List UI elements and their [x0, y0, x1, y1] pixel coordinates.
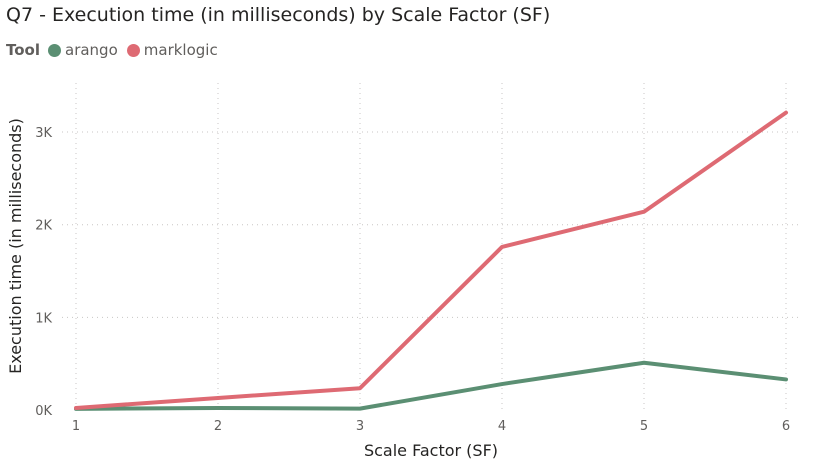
x-tick-label: 3: [356, 419, 364, 434]
x-tick-label: 4: [498, 419, 506, 434]
x-axis-title: Scale Factor (SF): [364, 441, 498, 460]
series-line-arango[interactable]: [74, 360, 788, 411]
legend-title: Tool: [6, 41, 40, 59]
y-tick-label: 1K: [35, 311, 52, 326]
legend-label-marklogic: marklogic: [143, 41, 218, 59]
series-line-marklogic[interactable]: [74, 110, 788, 410]
x-tick-label: 5: [640, 419, 648, 434]
y-tick-label: 2K: [35, 219, 52, 234]
legend-item-marklogic[interactable]: marklogic: [126, 41, 218, 59]
legend: Tool arango marklogic: [6, 41, 227, 59]
x-tick-label: 2: [214, 419, 222, 434]
grid-layer: [62, 83, 800, 410]
x-tick-label: 6: [782, 419, 790, 434]
x-axis-ticks: 1 2 3 4 5 6: [72, 419, 790, 434]
series-layer: [74, 110, 788, 411]
y-tick-label: 0K: [35, 404, 52, 419]
legend-swatch-arango: [48, 43, 61, 57]
y-axis-ticks: 0K 1K 2K 3K: [35, 126, 52, 419]
legend-swatch-marklogic: [126, 43, 140, 57]
legend-item-arango[interactable]: arango: [48, 41, 118, 59]
y-tick-label: 3K: [35, 126, 52, 141]
chart-title: Q7 - Execution time (in milliseconds) by…: [6, 4, 551, 26]
x-tick-label: 1: [72, 419, 80, 434]
legend-label-arango: arango: [65, 41, 118, 59]
y-axis-title: Execution time (in milliseconds): [6, 118, 25, 374]
